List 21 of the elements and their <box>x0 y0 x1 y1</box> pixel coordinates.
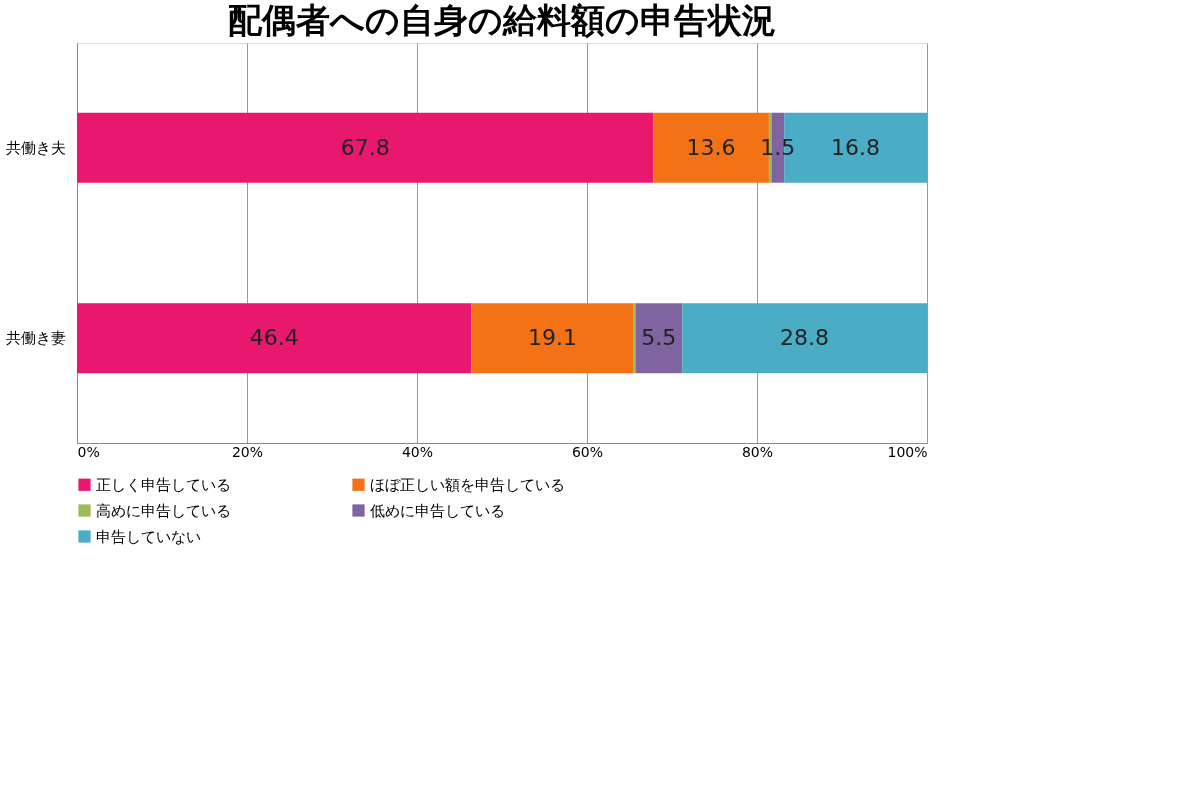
x-tick-label: 100% <box>887 443 928 460</box>
x-tick-label: 20% <box>231 443 264 460</box>
legend-label: ほぼ正しい額を申告している <box>370 475 565 494</box>
data-label: 13.6 <box>686 134 736 160</box>
chart-title: 配偶者への自身の給料額の申告状況 <box>228 0 776 40</box>
legend-label: 申告していない <box>96 527 201 546</box>
data-label: 16.8 <box>831 134 881 160</box>
x-tick-label: 80% <box>741 443 774 460</box>
data-label: 28.8 <box>780 325 830 351</box>
data-label: 46.4 <box>249 325 299 351</box>
data-label: 19.1 <box>528 325 578 351</box>
y-tick-label: 共働き夫 <box>5 138 66 157</box>
data-label: 67.8 <box>340 134 390 160</box>
legend-label: 高めに申告している <box>96 501 231 520</box>
legend-label: 正しく申告している <box>96 475 231 494</box>
data-label: 5.5 <box>641 325 677 351</box>
x-tick-label: 60% <box>571 443 604 460</box>
x-tick-label: 0% <box>77 443 100 460</box>
legend-label: 低めに申告している <box>370 501 505 520</box>
x-tick-label: 40% <box>401 443 434 460</box>
y-tick-label: 共働き妻 <box>5 329 66 348</box>
